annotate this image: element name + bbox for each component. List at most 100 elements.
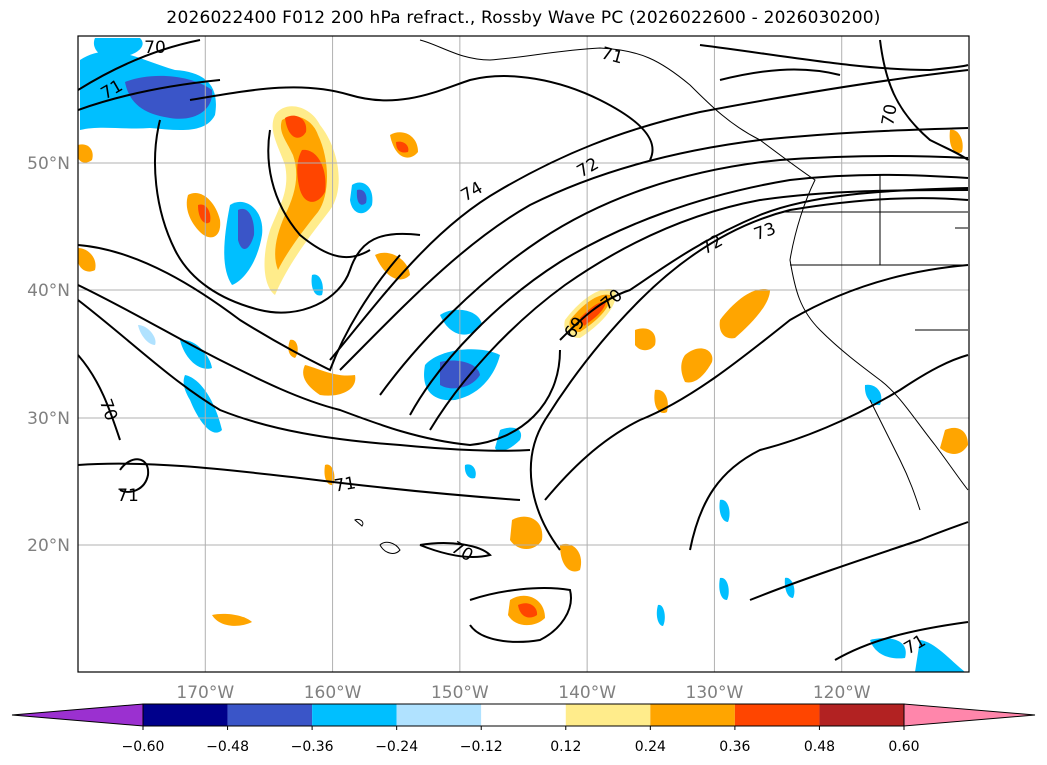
positive-anomaly-region: [78, 144, 93, 163]
contour-line: [339, 127, 969, 371]
positive-anomaly-region: [396, 141, 409, 153]
positive-anomaly-region: [719, 289, 770, 339]
negative-anomaly-region: [719, 577, 729, 600]
colorbar: −0.60 −0.48 −0.36 −0.24 −0.12 0.12 0.24 0.36 0.4…: [11, 703, 1036, 755]
contour-label: 71: [599, 44, 625, 69]
contour-label: 72: [698, 231, 727, 259]
contour-label: 71: [117, 486, 139, 506]
positive-anomaly-region: [580, 301, 606, 326]
positive-anomaly-region: [560, 543, 582, 572]
longitude-label: 120°W: [813, 683, 871, 703]
positive-anomaly-region: [303, 365, 356, 396]
contour-line: [699, 44, 969, 72]
negative-anomaly-region: [784, 577, 795, 598]
island: [379, 541, 401, 554]
colorbar-extend-high: [903, 703, 1036, 727]
longitude-label: 170°W: [176, 683, 234, 703]
positive-anomaly-region: [198, 204, 211, 224]
colorbar-frame: [142, 703, 905, 727]
contour-line: [78, 244, 401, 372]
positive-anomaly-region: [654, 389, 668, 414]
negative-anomaly-region: [440, 309, 482, 335]
positive-anomaly-region: [949, 129, 963, 154]
negative-anomaly-region: [719, 499, 730, 522]
positive-anomaly-region: [681, 348, 713, 383]
negative-anomaly-region: [180, 339, 212, 369]
contour-line: [409, 173, 969, 416]
contour-line: [78, 462, 521, 501]
colorbar-segment: [227, 704, 313, 726]
negative-anomaly-region: [311, 274, 323, 296]
positive-anomaly-region: [375, 252, 410, 280]
contour-line: [78, 284, 561, 447]
colorbar-tick-label: −0.48: [206, 739, 249, 755]
contour-line: [189, 75, 654, 161]
contour-line: [154, 119, 421, 314]
negative-anomaly-region: [915, 640, 965, 672]
positive-anomaly-region: [940, 427, 968, 454]
contour-line: [78, 354, 121, 441]
contour-label: 70: [878, 103, 901, 128]
positive-anomaly-region: [510, 516, 543, 549]
negative-anomaly-region: [125, 75, 213, 119]
negative-anomaly-region: [356, 189, 367, 205]
contour-line: [78, 39, 201, 91]
positive-anomaly-region: [324, 464, 335, 486]
contour-line: [329, 69, 969, 361]
latitude-label: 40°N: [27, 281, 70, 301]
latitude-label: 20°N: [27, 536, 70, 556]
contour-line: [834, 621, 969, 661]
contour-line: [267, 129, 371, 259]
contour-label: 71: [333, 473, 358, 496]
colorbar-segment: [819, 704, 904, 726]
colorbar-segment: [481, 704, 566, 726]
longitude-label: 150°W: [431, 683, 489, 703]
contour-line: [689, 354, 969, 551]
positive-anomaly-region: [212, 613, 252, 626]
contour-line: [719, 68, 841, 81]
colorbar-tick-label: −0.12: [460, 739, 503, 755]
negative-anomaly-region: [93, 38, 143, 59]
contour-line: [559, 187, 969, 341]
plot-frame: [77, 35, 970, 673]
positive-anomaly-region: [78, 248, 96, 272]
coastline: [869, 399, 921, 511]
contour-label: 70: [144, 38, 166, 58]
longitude-label: 130°W: [686, 683, 744, 703]
contour-line: [429, 189, 969, 431]
longitude-label: 160°W: [304, 683, 362, 703]
colorbar-tick-label: −0.24: [375, 739, 418, 755]
colorbar-segment: [650, 704, 735, 726]
colorbar-tick-label: 0.12: [550, 739, 581, 755]
figure-title: 2026022400 F012 200 hPa refract., Rossby…: [166, 8, 881, 28]
colorbar-segment: [396, 704, 482, 726]
contour-label: 72: [574, 154, 603, 182]
contour-line: [529, 197, 969, 551]
latitude-label: 50°N: [27, 154, 70, 174]
colorbar-tick-label: 0.60: [888, 739, 919, 755]
negative-anomaly-region: [870, 638, 906, 659]
colorbar-tick-label: 0.36: [719, 739, 750, 755]
shaded-anomaly-layer: [78, 38, 968, 672]
longitude-labels: 170°W 160°W 150°W 140°W 130°W 120°W: [176, 683, 870, 703]
state-border: [785, 175, 968, 331]
contour-line: [419, 542, 492, 558]
colorbar-tick-label: 0.48: [804, 739, 835, 755]
colorbar-segment: [312, 704, 397, 726]
map-gridlines: [78, 36, 969, 672]
negative-anomaly-region: [495, 427, 522, 452]
positive-anomaly-region: [635, 328, 656, 351]
contour-line: [749, 521, 969, 601]
coastlines: [354, 39, 969, 554]
colorbar-extend-low: [11, 703, 144, 727]
contour-lines: [78, 39, 969, 661]
contour-line: [379, 154, 969, 396]
contour-line: [879, 39, 969, 161]
longitude-label: 140°W: [558, 683, 616, 703]
contour-label: 70: [95, 396, 121, 423]
negative-anomaly-region: [183, 375, 222, 433]
negative-anomaly-region: [138, 325, 156, 345]
colorbar-segment: [565, 704, 651, 726]
